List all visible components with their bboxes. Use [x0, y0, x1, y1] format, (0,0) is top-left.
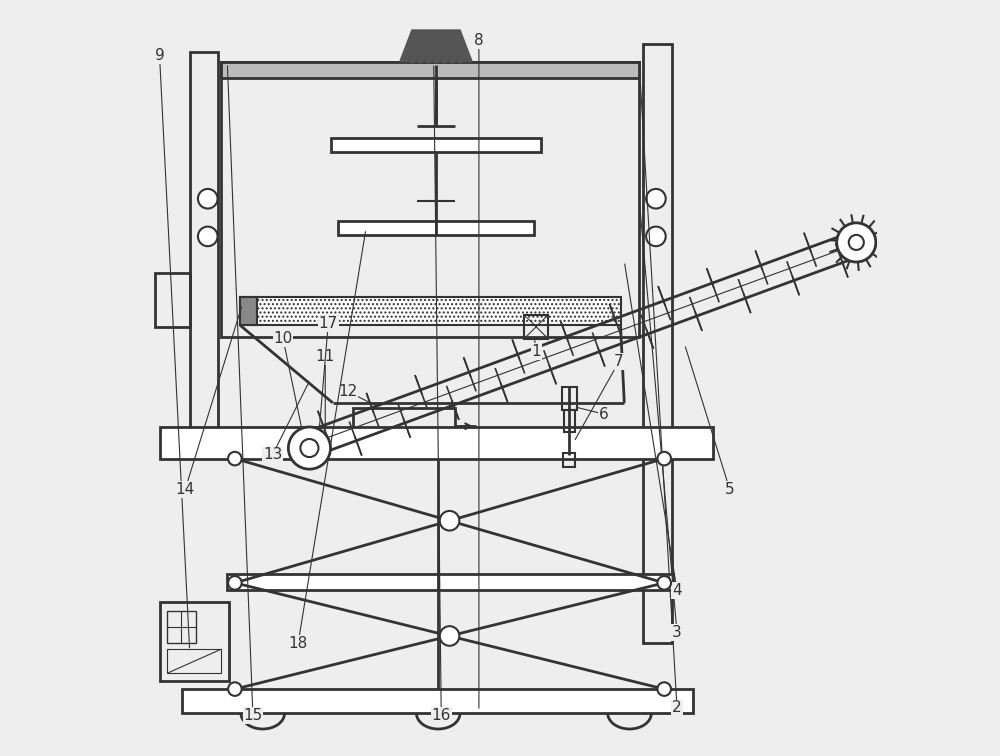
Text: 12: 12: [338, 384, 357, 399]
Circle shape: [228, 683, 242, 696]
Text: 7: 7: [614, 354, 624, 369]
Text: 14: 14: [176, 482, 195, 497]
Circle shape: [288, 427, 331, 469]
Circle shape: [657, 576, 671, 590]
Bar: [160, 427, 713, 459]
Circle shape: [300, 439, 318, 457]
Circle shape: [228, 452, 242, 466]
Circle shape: [657, 683, 671, 696]
Bar: [331, 138, 541, 152]
Circle shape: [646, 189, 666, 209]
Bar: [190, 52, 218, 440]
Polygon shape: [400, 30, 472, 62]
Text: 8: 8: [474, 33, 484, 48]
Text: 10: 10: [273, 331, 293, 346]
Circle shape: [198, 227, 218, 246]
Text: 1: 1: [531, 344, 541, 359]
Bar: [338, 222, 534, 235]
Circle shape: [440, 511, 459, 531]
Bar: [353, 408, 455, 445]
Bar: [562, 387, 577, 410]
Bar: [221, 62, 639, 78]
Circle shape: [198, 189, 218, 209]
Text: 6: 6: [599, 407, 609, 422]
Text: 11: 11: [316, 349, 335, 364]
Circle shape: [228, 576, 242, 590]
Text: 13: 13: [263, 448, 282, 463]
Bar: [167, 649, 221, 674]
Text: 4: 4: [672, 583, 682, 598]
Circle shape: [657, 452, 671, 466]
Text: 5: 5: [725, 482, 735, 497]
Text: 16: 16: [432, 708, 451, 723]
Bar: [221, 62, 639, 336]
Bar: [240, 296, 257, 325]
Bar: [167, 612, 196, 643]
Text: 2: 2: [672, 700, 682, 715]
Bar: [564, 410, 575, 432]
Bar: [524, 314, 548, 339]
Bar: [182, 689, 693, 713]
Text: 17: 17: [319, 316, 338, 331]
Circle shape: [849, 235, 864, 250]
Bar: [160, 602, 229, 681]
Text: 15: 15: [243, 708, 263, 723]
Circle shape: [440, 626, 459, 646]
Bar: [227, 574, 673, 590]
Text: 18: 18: [289, 636, 308, 651]
Bar: [240, 296, 621, 325]
Text: 3: 3: [672, 625, 682, 640]
Bar: [563, 454, 575, 467]
Bar: [643, 45, 672, 643]
Circle shape: [646, 227, 666, 246]
Text: 9: 9: [155, 48, 164, 63]
Bar: [155, 273, 190, 327]
Circle shape: [837, 223, 876, 262]
